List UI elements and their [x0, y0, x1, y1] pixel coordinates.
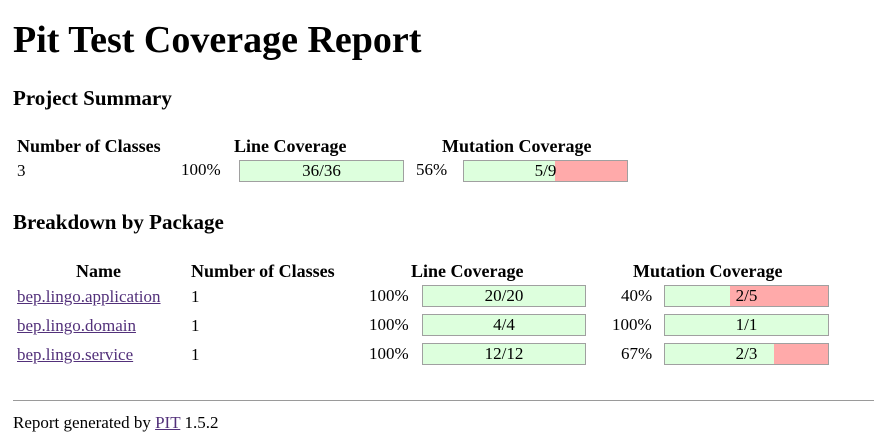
package-classes: 1 — [191, 345, 200, 364]
package-mutation-coverage-bar: 2/5 — [664, 285, 829, 307]
package-line-percent: 100% — [369, 315, 409, 334]
package-mutation-coverage-bar: 2/3 — [664, 343, 829, 365]
footer: Report generated by PIT 1.5.2 — [13, 412, 219, 434]
package-mutation-percent: 100% — [612, 315, 652, 334]
summary-classes-value: 3 — [17, 161, 26, 180]
bar-covered — [464, 161, 555, 181]
footer-divider — [13, 400, 874, 401]
bar-covered — [665, 344, 774, 364]
package-line-coverage-bar: 20/20 — [422, 285, 586, 307]
summary-line-label: 36/36 — [302, 161, 341, 180]
breakdown-header-mutation-coverage: Mutation Coverage — [633, 261, 783, 281]
package-mutation-label: 2/5 — [735, 286, 758, 305]
package-mutation-percent: 67% — [621, 344, 653, 363]
package-classes: 1 — [191, 287, 200, 306]
breakdown-header-classes: Number of Classes — [191, 261, 335, 281]
package-mutation-coverage-bar: 1/1 — [664, 314, 829, 336]
summary-header-line-coverage: Line Coverage — [234, 136, 347, 156]
package-link-application[interactable]: bep.lingo.application — [17, 287, 161, 306]
package-line-label: 12/12 — [484, 344, 524, 363]
bar-covered — [423, 344, 585, 364]
package-line-coverage-bar: 12/12 — [422, 343, 586, 365]
project-summary-heading: Project Summary — [13, 86, 172, 110]
breakdown-heading: Breakdown by Package — [13, 210, 224, 234]
package-mutation-label: 2/3 — [735, 344, 758, 363]
page-title: Pit Test Coverage Report — [13, 19, 422, 61]
breakdown-header-line-coverage: Line Coverage — [411, 261, 524, 281]
summary-mutation-percent: 56% — [416, 160, 448, 179]
summary-header-classes: Number of Classes — [17, 136, 161, 156]
package-line-label: 4/4 — [493, 315, 515, 334]
package-mutation-percent: 40% — [621, 286, 653, 305]
footer-version: 1.5.2 — [184, 413, 219, 432]
breakdown-header-name: Name — [76, 261, 121, 281]
package-line-percent: 100% — [369, 344, 409, 363]
package-link-domain[interactable]: bep.lingo.domain — [17, 316, 136, 335]
package-link-service[interactable]: bep.lingo.service — [17, 345, 134, 364]
pit-link[interactable]: PIT — [155, 413, 181, 432]
bar-covered — [423, 315, 585, 335]
bar-uncovered — [554, 161, 627, 181]
package-line-coverage-bar: 4/4 — [422, 314, 586, 336]
package-line-percent: 100% — [369, 286, 409, 305]
summary-line-coverage-bar: 36/36 — [239, 160, 404, 182]
package-line-label: 20/20 — [484, 286, 524, 305]
package-classes: 1 — [191, 316, 200, 335]
footer-prefix: Report generated by — [13, 413, 151, 432]
bar-covered — [240, 161, 403, 181]
summary-header-mutation-coverage: Mutation Coverage — [442, 136, 592, 156]
summary-line-percent: 100% — [181, 160, 221, 179]
bar-covered — [423, 286, 585, 306]
bar-uncovered — [773, 344, 828, 364]
summary-mutation-label: 5/9 — [534, 161, 557, 180]
bar-uncovered — [730, 286, 828, 306]
bar-covered — [665, 315, 828, 335]
package-mutation-label: 1/1 — [735, 315, 758, 334]
bar-covered — [665, 286, 731, 306]
summary-mutation-coverage-bar: 5/9 — [463, 160, 628, 182]
